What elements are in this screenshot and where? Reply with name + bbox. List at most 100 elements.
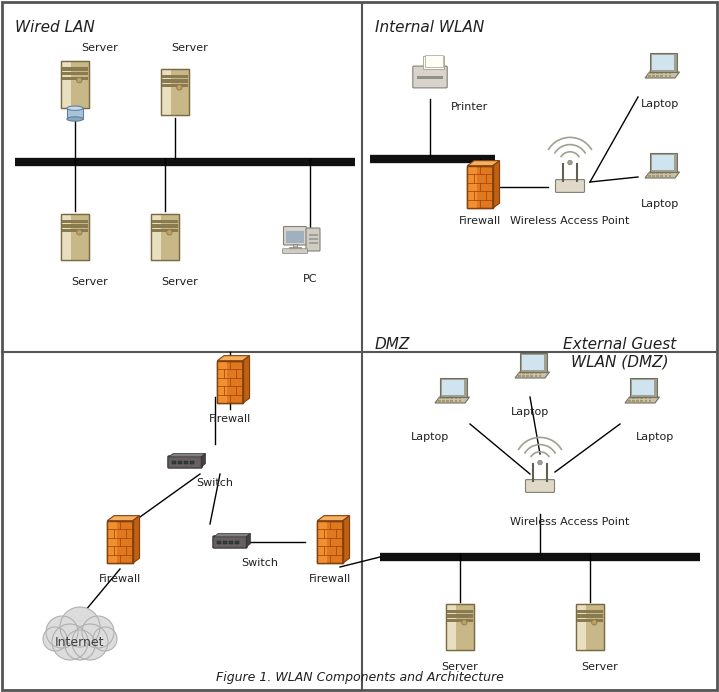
FancyBboxPatch shape (446, 603, 475, 650)
Polygon shape (243, 356, 249, 403)
FancyBboxPatch shape (450, 399, 453, 401)
Ellipse shape (67, 117, 83, 121)
FancyBboxPatch shape (652, 174, 655, 176)
FancyBboxPatch shape (534, 376, 537, 377)
FancyBboxPatch shape (526, 376, 529, 377)
FancyBboxPatch shape (454, 399, 457, 401)
FancyBboxPatch shape (160, 69, 170, 116)
FancyBboxPatch shape (217, 361, 227, 403)
FancyBboxPatch shape (531, 374, 533, 376)
FancyBboxPatch shape (518, 373, 521, 374)
FancyBboxPatch shape (289, 247, 301, 249)
Text: Laptop: Laptop (511, 407, 549, 417)
Circle shape (46, 616, 78, 648)
Polygon shape (645, 72, 679, 78)
FancyBboxPatch shape (660, 76, 663, 77)
Text: Laptop: Laptop (641, 99, 679, 109)
Circle shape (177, 84, 182, 90)
FancyBboxPatch shape (664, 174, 667, 176)
FancyBboxPatch shape (526, 480, 554, 493)
FancyBboxPatch shape (648, 176, 651, 177)
Text: Server: Server (72, 277, 109, 287)
FancyBboxPatch shape (456, 603, 475, 650)
Polygon shape (214, 534, 250, 537)
Circle shape (77, 78, 82, 83)
FancyBboxPatch shape (63, 77, 88, 80)
FancyBboxPatch shape (652, 73, 655, 74)
Polygon shape (317, 516, 349, 521)
FancyBboxPatch shape (656, 176, 659, 177)
Polygon shape (632, 380, 654, 394)
FancyBboxPatch shape (283, 248, 308, 253)
FancyBboxPatch shape (413, 66, 447, 88)
Text: Laptop: Laptop (636, 432, 674, 442)
Polygon shape (441, 380, 464, 394)
FancyBboxPatch shape (160, 69, 189, 116)
FancyBboxPatch shape (63, 229, 88, 233)
FancyBboxPatch shape (644, 399, 647, 401)
FancyBboxPatch shape (425, 55, 443, 67)
FancyBboxPatch shape (442, 401, 445, 402)
FancyBboxPatch shape (669, 173, 672, 174)
FancyBboxPatch shape (664, 76, 667, 77)
FancyBboxPatch shape (648, 76, 651, 77)
FancyBboxPatch shape (162, 84, 188, 87)
FancyBboxPatch shape (664, 73, 667, 74)
FancyBboxPatch shape (539, 376, 541, 377)
FancyBboxPatch shape (669, 176, 672, 177)
FancyBboxPatch shape (576, 603, 605, 650)
FancyBboxPatch shape (70, 214, 89, 260)
FancyBboxPatch shape (636, 401, 639, 402)
Circle shape (592, 619, 597, 625)
FancyBboxPatch shape (152, 229, 178, 233)
Polygon shape (133, 516, 139, 563)
FancyBboxPatch shape (283, 226, 306, 245)
Text: Firewall: Firewall (209, 414, 251, 424)
FancyBboxPatch shape (534, 374, 537, 376)
Polygon shape (630, 378, 656, 397)
Text: Wireless Access Point: Wireless Access Point (510, 216, 630, 226)
FancyBboxPatch shape (418, 76, 443, 79)
Ellipse shape (67, 106, 83, 110)
FancyBboxPatch shape (660, 73, 663, 74)
Polygon shape (343, 516, 349, 563)
FancyBboxPatch shape (442, 399, 445, 401)
Circle shape (167, 230, 172, 235)
FancyBboxPatch shape (447, 610, 472, 613)
Circle shape (77, 230, 82, 235)
Text: Switch: Switch (196, 478, 234, 488)
FancyBboxPatch shape (641, 401, 643, 402)
Polygon shape (522, 355, 544, 370)
FancyBboxPatch shape (518, 376, 521, 377)
FancyBboxPatch shape (656, 173, 659, 174)
FancyBboxPatch shape (438, 401, 441, 402)
Text: DMZ: DMZ (375, 337, 411, 352)
FancyBboxPatch shape (162, 80, 188, 82)
Polygon shape (169, 453, 206, 457)
Text: Server: Server (172, 43, 209, 53)
FancyBboxPatch shape (150, 214, 160, 260)
Polygon shape (217, 356, 249, 361)
FancyBboxPatch shape (190, 461, 193, 464)
FancyBboxPatch shape (534, 373, 537, 374)
FancyBboxPatch shape (446, 399, 449, 401)
FancyBboxPatch shape (467, 166, 477, 208)
Text: Internal WLAN: Internal WLAN (375, 20, 485, 35)
FancyBboxPatch shape (669, 73, 672, 74)
FancyBboxPatch shape (60, 62, 70, 108)
FancyBboxPatch shape (178, 461, 182, 464)
FancyBboxPatch shape (60, 214, 70, 260)
FancyBboxPatch shape (539, 374, 541, 376)
FancyBboxPatch shape (652, 173, 655, 174)
FancyBboxPatch shape (152, 219, 178, 223)
Text: Laptop: Laptop (641, 199, 679, 209)
FancyBboxPatch shape (577, 610, 603, 613)
FancyBboxPatch shape (308, 242, 318, 244)
FancyBboxPatch shape (63, 68, 88, 71)
FancyBboxPatch shape (446, 401, 449, 402)
FancyBboxPatch shape (656, 73, 659, 74)
FancyBboxPatch shape (660, 173, 663, 174)
FancyBboxPatch shape (423, 56, 444, 69)
FancyBboxPatch shape (107, 521, 117, 563)
Text: Server: Server (582, 662, 618, 672)
